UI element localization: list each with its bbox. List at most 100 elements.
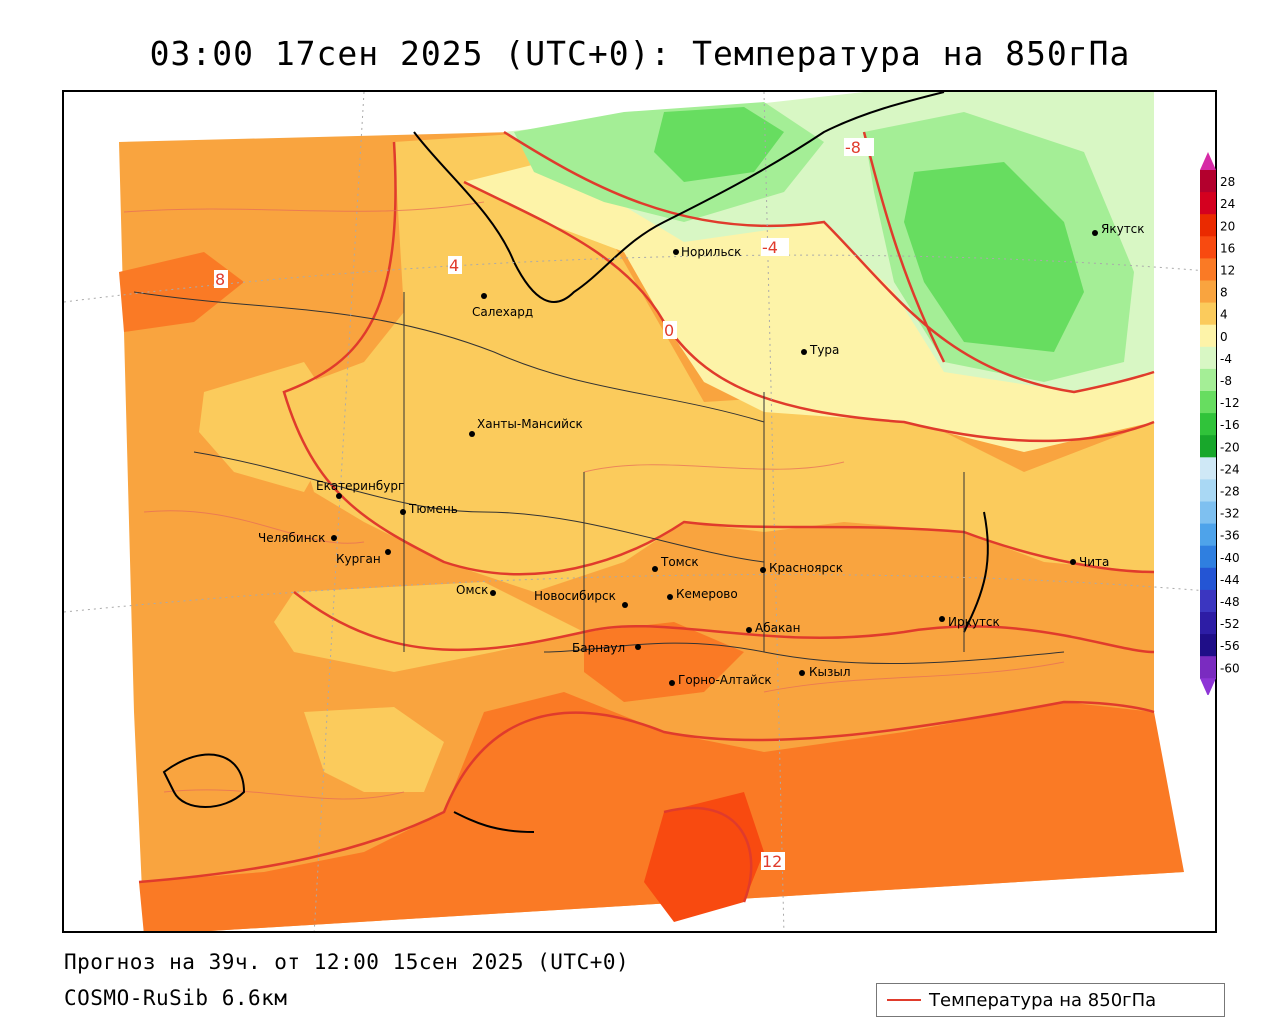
svg-text:Челябинск: Челябинск	[258, 531, 325, 545]
colorbar-tick-label: -28	[1220, 485, 1240, 499]
colorbar-swatch	[1200, 170, 1216, 193]
city-irkutsk: Иркутск	[939, 615, 1000, 629]
colorbar-swatch	[1200, 280, 1216, 304]
colorbar-tick-label: 20	[1220, 219, 1235, 233]
svg-text:Иркутск: Иркутск	[948, 615, 1000, 629]
contour-label-12: 12	[761, 852, 785, 871]
colorbar-swatch	[1200, 457, 1216, 480]
svg-text:Екатеринбург: Екатеринбург	[316, 479, 404, 493]
colorbar-swatch	[1200, 368, 1216, 392]
city-markers: Салехард Норильск Якутск Тура Ханты-Манс…	[258, 222, 1145, 687]
svg-text:Курган: Курган	[336, 552, 381, 566]
contour-label-minus8: -8	[844, 138, 874, 157]
legend-line-swatch	[887, 999, 921, 1001]
svg-text:-8: -8	[845, 138, 861, 157]
colorbar-swatch	[1200, 214, 1216, 237]
isotherm-thin-lines	[123, 201, 1065, 800]
colorbar-tick-label: -60	[1220, 661, 1240, 675]
colorbar-tick-label: 12	[1220, 264, 1235, 278]
colorbar-swatch	[1200, 346, 1216, 370]
field-green-core	[904, 162, 1084, 352]
svg-text:Омск: Омск	[456, 583, 488, 597]
legend-label: Температура на 850гПа	[929, 989, 1157, 1011]
colorbar-bottom-arrow	[1200, 678, 1216, 695]
svg-text:Чита: Чита	[1079, 555, 1109, 569]
city-novosibirsk: Новосибирск	[534, 589, 628, 608]
colorbar-tick-label: 8	[1220, 286, 1228, 300]
colorbar-tick-label: 4	[1220, 308, 1228, 322]
colorbar-swatch	[1200, 501, 1216, 525]
colorbar-tick-label: -52	[1220, 617, 1240, 631]
city-chita: Чита	[1070, 555, 1109, 569]
colorbar-swatch	[1200, 612, 1216, 635]
colorbar-swatch	[1200, 192, 1216, 215]
city-kurgan: Курган	[336, 549, 391, 566]
city-norilsk: Норильск	[673, 245, 741, 259]
colorbar-swatch	[1200, 545, 1216, 569]
temperature-map: Салехард Норильск Якутск Тура Ханты-Манс…	[64, 92, 1215, 931]
svg-text:Ханты-Мансийск: Ханты-Мансийск	[477, 417, 583, 431]
svg-text:Тура: Тура	[809, 343, 839, 357]
colorbar-tick-label: -4	[1220, 352, 1232, 366]
colorbar-tick-label: 0	[1220, 330, 1228, 344]
svg-text:Новосибирск: Новосибирск	[534, 589, 616, 603]
city-krasnoyarsk: Красноярск	[760, 561, 843, 575]
colorbar-top-arrow	[1200, 152, 1216, 170]
city-kemerovo: Кемерово	[667, 587, 738, 601]
city-tura: Тура	[801, 343, 839, 357]
field-hottest-core	[644, 792, 764, 922]
field-hot-south	[139, 692, 1184, 931]
svg-text:12: 12	[762, 852, 782, 871]
colorbar-tick-label: -56	[1220, 639, 1240, 653]
colorbar-swatch	[1200, 589, 1216, 613]
contour-label-0: 0	[663, 321, 677, 340]
colorbar-tick-label: -20	[1220, 440, 1240, 454]
svg-text:8: 8	[215, 270, 225, 289]
colorbar-swatch	[1200, 656, 1216, 679]
svg-text:Абакан: Абакан	[755, 621, 800, 635]
city-yekaterinburg: Екатеринбург	[316, 479, 404, 499]
colorbar-tick-label: -32	[1220, 507, 1240, 521]
svg-text:Салехард: Салехард	[472, 305, 533, 319]
colorbar-tick-label: -44	[1220, 573, 1240, 587]
colorbar-swatch	[1200, 413, 1216, 436]
colorbar-swatch	[1200, 523, 1216, 547]
colorbar-swatch	[1200, 324, 1216, 348]
colorbar-swatch	[1200, 258, 1216, 281]
contour-label-4: 4	[448, 256, 462, 275]
colorbar-swatch	[1200, 302, 1216, 326]
colorbar-labels: 28 24 20 16 12 8 4 0 -4 -8 -12 -16 -20 -24 -28 -32 -36 -4…	[1220, 175, 1240, 675]
colorbar-tick-label: -12	[1220, 396, 1240, 410]
svg-text:-4: -4	[762, 238, 778, 257]
model-name-text: COSMO-RuSib 6.6км	[64, 986, 288, 1010]
map-panel: Салехард Норильск Якутск Тура Ханты-Манс…	[62, 90, 1217, 933]
city-yakutsk: Якутск	[1092, 222, 1145, 236]
colorbar-tick-label: -8	[1220, 374, 1232, 388]
field-yellow-band	[284, 132, 1154, 592]
svg-text:Якутск: Якутск	[1101, 222, 1145, 236]
field-yellow-kz	[304, 707, 444, 792]
city-abakan: Абакан	[746, 621, 800, 635]
colorbar: 28 24 20 16 12 8 4 0 -4 -8 -12 -16 -20 -24 -28 -32 -36 -4…	[1200, 152, 1240, 695]
colorbar-tick-label: -16	[1220, 418, 1240, 432]
city-khanty-mansiysk: Ханты-Мансийск	[469, 417, 583, 437]
colorbar-swatch	[1200, 391, 1216, 414]
forecast-run-text: Прогноз на 39ч. от 12:00 15сен 2025 (UTC…	[64, 950, 630, 974]
city-tomsk: Томск	[652, 555, 699, 572]
isotherm-lines	[138, 130, 1155, 903]
field-yellow-south	[274, 582, 584, 672]
field-hot-altai	[584, 622, 744, 702]
contour-labels: 8 4 -8 -4 0 12	[214, 138, 874, 871]
svg-text:Горно-Алтайск: Горно-Алтайск	[678, 673, 772, 687]
colorbar-tick-label: -40	[1220, 551, 1240, 565]
admin-borders	[133, 291, 1065, 665]
contour-label-8: 8	[214, 270, 228, 289]
svg-text:Кемерово: Кемерово	[676, 587, 738, 601]
colorbar-swatch	[1200, 236, 1216, 259]
field-green-core-north	[654, 107, 784, 182]
colorbar-tick-label: -48	[1220, 595, 1240, 609]
colorbar-tick-label: 28	[1220, 175, 1235, 189]
city-omsk: Омск	[456, 583, 496, 597]
field-hot-nw	[119, 252, 244, 332]
coastline	[162, 92, 989, 833]
